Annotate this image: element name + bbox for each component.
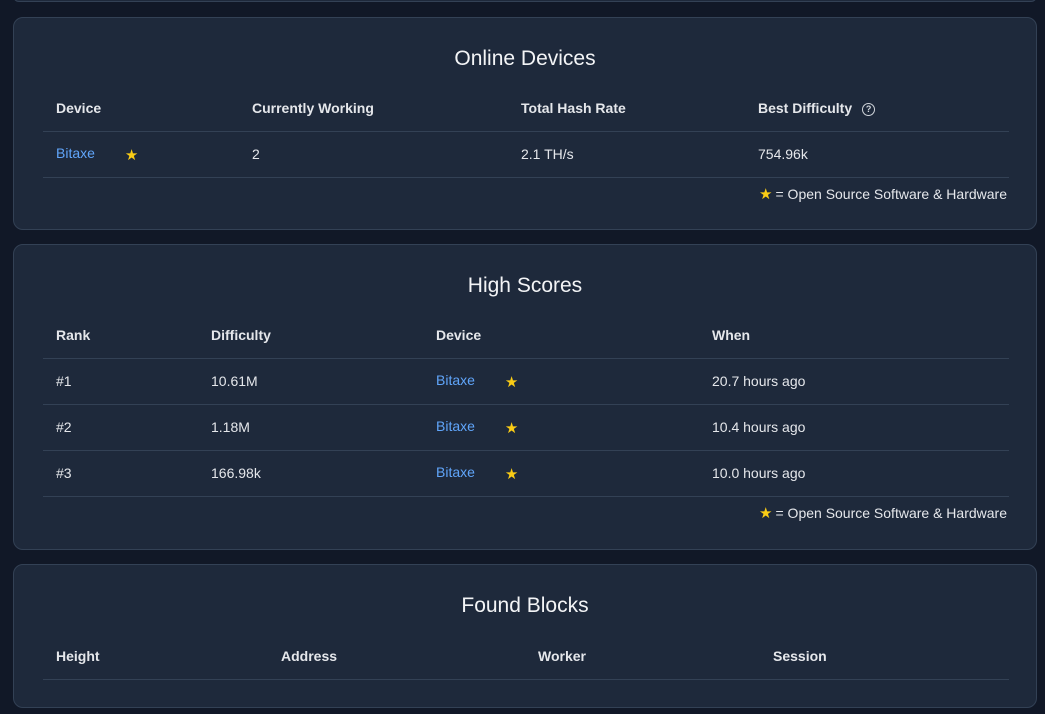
header-session: Session bbox=[760, 633, 1009, 680]
star-icon: ★ bbox=[504, 466, 519, 484]
when-cell: 10.0 hours ago bbox=[699, 450, 1009, 497]
found-blocks-card: Found Blocks Height Address Worker Sessi… bbox=[13, 564, 1037, 708]
open-source-legend: ★ = Open Source Software & Hardware bbox=[759, 185, 1007, 203]
table-row: #1 10.61M Bitaxe ★ 20.7 hours ago bbox=[43, 358, 1009, 405]
header-total-hash-rate: Total Hash Rate bbox=[508, 85, 745, 132]
device-link[interactable]: Bitaxe bbox=[436, 463, 475, 480]
high-scores-card: High Scores Rank Difficulty Device When … bbox=[13, 244, 1037, 550]
rank-cell: #3 bbox=[43, 450, 198, 497]
legend-text: = Open Source Software & Hardware bbox=[775, 186, 1007, 202]
table-header-row: Rank Difficulty Device When bbox=[43, 312, 1009, 359]
star-icon: ★ bbox=[124, 147, 139, 165]
difficulty-cell: 10.61M bbox=[198, 358, 423, 405]
device-cell: Bitaxe ★ bbox=[423, 404, 699, 451]
header-worker: Worker bbox=[525, 633, 760, 680]
header-height: Height bbox=[43, 633, 268, 680]
table-header-row: Device Currently Working Total Hash Rate… bbox=[43, 85, 1009, 132]
device-link[interactable]: Bitaxe bbox=[436, 371, 475, 388]
header-device: Device bbox=[43, 85, 239, 132]
device-link[interactable]: Bitaxe bbox=[436, 417, 475, 434]
header-difficulty: Difficulty bbox=[198, 312, 423, 359]
rank-cell: #1 bbox=[43, 358, 198, 405]
high-scores-table: Rank Difficulty Device When #1 10.61M Bi… bbox=[43, 312, 1009, 497]
device-cell: Bitaxe ★ bbox=[423, 450, 699, 497]
star-icon: ★ bbox=[504, 374, 519, 392]
header-device: Device bbox=[423, 312, 699, 359]
online-devices-title: Online Devices bbox=[454, 47, 596, 70]
star-icon: ★ bbox=[759, 186, 773, 203]
working-cell: 2 bbox=[239, 131, 508, 178]
table-row: #2 1.18M Bitaxe ★ 10.4 hours ago bbox=[43, 404, 1009, 451]
table-row: #3 166.98k Bitaxe ★ 10.0 hours ago bbox=[43, 450, 1009, 497]
star-icon: ★ bbox=[759, 505, 773, 522]
difficulty-cell: 1.18M bbox=[198, 404, 423, 451]
legend-text: = Open Source Software & Hardware bbox=[775, 505, 1007, 521]
table-header-row: Height Address Worker Session bbox=[43, 633, 1009, 680]
previous-card bbox=[13, 0, 1037, 2]
header-address: Address bbox=[268, 633, 525, 680]
when-cell: 10.4 hours ago bbox=[699, 404, 1009, 451]
when-cell: 20.7 hours ago bbox=[699, 358, 1009, 405]
question-circle-icon[interactable]: ? bbox=[862, 102, 876, 116]
found-blocks-table: Height Address Worker Session bbox=[43, 633, 1009, 680]
device-cell: Bitaxe ★ bbox=[43, 131, 239, 178]
header-best-difficulty: Best Difficulty? bbox=[745, 85, 1009, 132]
header-when: When bbox=[699, 312, 1009, 359]
header-currently-working: Currently Working bbox=[239, 85, 508, 132]
open-source-legend: ★ = Open Source Software & Hardware bbox=[759, 504, 1007, 522]
star-icon: ★ bbox=[504, 420, 519, 438]
rank-cell: #2 bbox=[43, 404, 198, 451]
high-scores-title: High Scores bbox=[467, 274, 583, 297]
device-cell: Bitaxe ★ bbox=[423, 358, 699, 405]
device-link[interactable]: Bitaxe bbox=[56, 144, 95, 161]
header-best-difficulty-label: Best Difficulty bbox=[758, 99, 853, 116]
hashrate-cell: 2.1 TH/s bbox=[508, 131, 745, 178]
difficulty-cell: 166.98k bbox=[198, 450, 423, 497]
online-devices-card: Online Devices Device Currently Working … bbox=[13, 17, 1037, 230]
header-rank: Rank bbox=[43, 312, 198, 359]
found-blocks-title: Found Blocks bbox=[461, 594, 589, 617]
online-devices-table: Device Currently Working Total Hash Rate… bbox=[43, 85, 1009, 178]
table-row: Bitaxe ★ 2 2.1 TH/s 754.96k bbox=[43, 131, 1009, 178]
best-difficulty-cell: 754.96k bbox=[745, 131, 1009, 178]
